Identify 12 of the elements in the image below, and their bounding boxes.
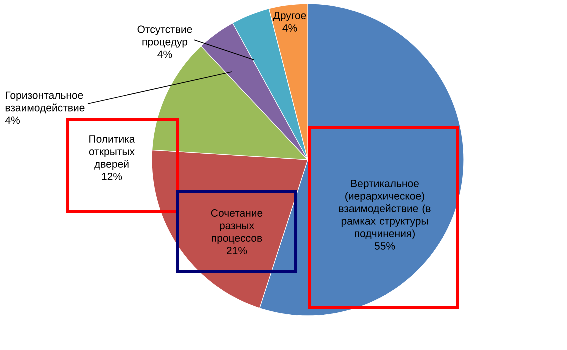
data-label: 12% bbox=[102, 172, 122, 180]
slice-label: Вертикальное (иерархическое) взаимодействие (в рамках структуры подчинения) bbox=[339, 180, 431, 240]
data-label: 55% bbox=[374, 242, 396, 250]
data-label: 21% bbox=[227, 247, 248, 254]
data-label: 4% bbox=[158, 50, 172, 58]
slice-label: Политика открытых дверей bbox=[89, 136, 136, 170]
slice-label: Другое bbox=[273, 12, 306, 22]
data-label: 4% bbox=[282, 24, 298, 32]
slice-label: Сочетание разных процессов bbox=[211, 210, 263, 244]
slice-label: Отсутствие процедур bbox=[138, 26, 192, 48]
slice-label: Горизонтальное взаимодействие bbox=[6, 92, 85, 114]
data-label: 4% bbox=[5, 116, 20, 124]
